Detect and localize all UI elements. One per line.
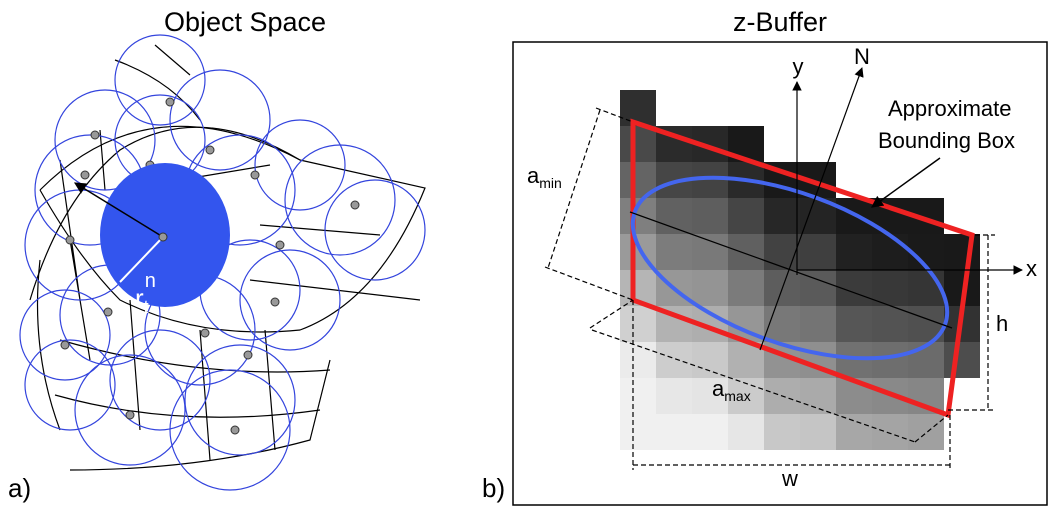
x-label: x	[1026, 256, 1037, 281]
pixel	[872, 270, 908, 306]
pixel	[764, 414, 800, 450]
pixel	[656, 198, 692, 234]
splat-circle	[284, 144, 396, 256]
pixel	[620, 306, 656, 342]
splat-circle	[74, 354, 186, 466]
pixel	[728, 414, 764, 450]
a-min-label: amin	[527, 163, 562, 191]
pixel	[692, 378, 728, 414]
splat-circle	[109, 329, 211, 431]
pixel	[620, 126, 656, 162]
radius-line	[119, 236, 164, 283]
normal-arrow	[73, 182, 164, 238]
splat-circle	[239, 249, 341, 351]
n-label: N	[854, 44, 870, 69]
pixel	[908, 342, 944, 378]
pixel	[944, 342, 980, 378]
annotation: Bounding Box	[878, 128, 1015, 153]
splat-dot	[275, 240, 285, 250]
pixel	[764, 234, 800, 270]
pixel	[800, 306, 836, 342]
splat-circle	[169, 69, 271, 171]
dimension-lines	[544, 107, 995, 470]
pixel	[800, 414, 836, 450]
pixel	[872, 234, 908, 270]
splat-dot	[200, 328, 210, 338]
pixel	[620, 378, 656, 414]
pixel	[836, 414, 872, 450]
pixel	[692, 342, 728, 378]
splat-centers	[60, 97, 360, 435]
splat-circle	[19, 289, 111, 381]
z-buffer: y N x Approximate Bounding Box amin amax…	[482, 7, 1048, 506]
splat-circle	[169, 369, 291, 491]
annotation: Approximate	[888, 96, 1012, 121]
splat-dot	[65, 235, 75, 245]
splat-dot	[60, 340, 70, 350]
splat-circle	[184, 344, 296, 456]
surface-patches	[29, 44, 426, 471]
pixel	[944, 234, 980, 270]
splat-circle	[254, 119, 346, 211]
splat-dot	[80, 170, 90, 180]
splat-dot	[250, 170, 260, 180]
pixel	[656, 342, 692, 378]
pixel	[692, 414, 728, 450]
major-axis	[629, 211, 953, 329]
splat-dot	[243, 350, 253, 360]
object-space: rtn Object Space a)	[8, 7, 426, 503]
pixel	[728, 198, 764, 234]
panel-label: b)	[482, 473, 505, 503]
pixel	[692, 270, 728, 306]
pixel	[764, 198, 800, 234]
pixel	[908, 414, 944, 450]
splat-dot	[165, 97, 175, 107]
splat-dot	[350, 200, 360, 210]
pixel	[908, 270, 944, 306]
pixel	[872, 306, 908, 342]
panel-label: a)	[8, 473, 31, 503]
splat-dot	[103, 307, 113, 317]
pixel	[692, 234, 728, 270]
pixel	[656, 378, 692, 414]
panel-title: z-Buffer	[733, 7, 827, 37]
pixel	[692, 198, 728, 234]
splat-circle	[24, 339, 116, 431]
pixel	[728, 270, 764, 306]
pixel	[728, 234, 764, 270]
pixel	[620, 342, 656, 378]
pixel	[800, 378, 836, 414]
splat-dot	[270, 297, 280, 307]
pixel	[800, 234, 836, 270]
panel-title: Object Space	[164, 7, 326, 37]
pixel	[872, 414, 908, 450]
splat-dot	[230, 425, 240, 435]
w-label: w	[781, 466, 798, 491]
pixel	[620, 90, 656, 126]
annotation-arrow	[871, 157, 941, 208]
pixel	[836, 306, 872, 342]
splat-circle	[54, 89, 156, 191]
splat-dot	[90, 130, 100, 140]
pixel	[872, 342, 908, 378]
normal-axis	[759, 67, 864, 351]
splat-circle	[114, 34, 206, 126]
splat-center	[158, 232, 168, 242]
splat-dot	[125, 410, 135, 420]
pixel	[620, 414, 656, 450]
pixel	[656, 414, 692, 450]
y-label: y	[793, 54, 804, 79]
h-label: h	[996, 311, 1008, 336]
pixel	[656, 234, 692, 270]
radius-label: rtn	[135, 270, 156, 316]
pixel	[836, 234, 872, 270]
splat-dot	[205, 145, 215, 155]
splat-circle	[324, 179, 426, 281]
pixel-grid	[620, 90, 980, 450]
frame	[512, 41, 1048, 506]
a-max-label: amax	[712, 376, 751, 404]
